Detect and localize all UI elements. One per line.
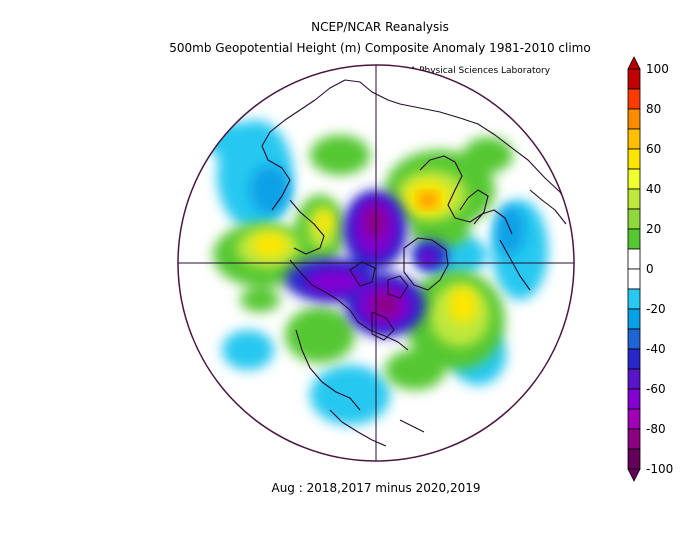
colorbar-arrow-bottom (627, 468, 641, 482)
colorbar-cell (627, 348, 641, 370)
colorbar-tick-label: 20 (646, 222, 661, 236)
colorbar-tick-label: -80 (646, 422, 666, 436)
colorbar-tick-label: 40 (646, 182, 661, 196)
chart-title: NCEP/NCAR Reanalysis (311, 20, 449, 34)
colorbar-tick-label: 80 (646, 102, 661, 116)
polar-map (177, 64, 575, 462)
colorbar-cell (627, 288, 641, 310)
colorbar-cell (627, 148, 641, 170)
colorbar-cell (627, 188, 641, 210)
colorbar-cell (627, 368, 641, 390)
colorbar: 100 80 60 40 20 0 -20 -40 -60 -80 -100 (627, 56, 673, 482)
anomaly-field (178, 65, 574, 461)
colorbar-tick-label: 0 (646, 262, 654, 276)
chart-subtitle: 500mb Geopotential Height (m) Composite … (169, 41, 591, 55)
colorbar-cell (627, 128, 641, 150)
colorbar-cell (627, 328, 641, 350)
colorbar-cell (627, 68, 641, 90)
colorbar-tick-label: -20 (646, 302, 666, 316)
chart-caption: Aug : 2018,2017 minus 2020,2019 (271, 481, 481, 495)
colorbar-cell (627, 208, 641, 230)
colorbar-cell (627, 248, 641, 270)
colorbar-cell (627, 448, 641, 470)
colorbar-cell (627, 408, 641, 430)
colorbar-tick-label: 60 (646, 142, 661, 156)
colorbar-cell (627, 308, 641, 330)
map-boundary (177, 64, 575, 462)
credit-label: NOAA Physical Sciences Laboratory (390, 66, 551, 76)
colorbar-cell (627, 268, 641, 290)
colorbar-cell (627, 88, 641, 110)
colorbar-cell (627, 168, 641, 190)
colorbar-tick-label: -60 (646, 382, 666, 396)
colorbar-tick-label: -40 (646, 342, 666, 356)
colorbar-tick-label: -100 (646, 462, 673, 476)
colorbar-cell (627, 388, 641, 410)
colorbar-cell (627, 228, 641, 250)
colorbar-tick-label: 100 (646, 62, 669, 76)
coastlines (261, 79, 573, 447)
colorbar-cell (627, 428, 641, 450)
colorbar-arrow-top (627, 56, 641, 70)
colorbar-cell (627, 108, 641, 130)
